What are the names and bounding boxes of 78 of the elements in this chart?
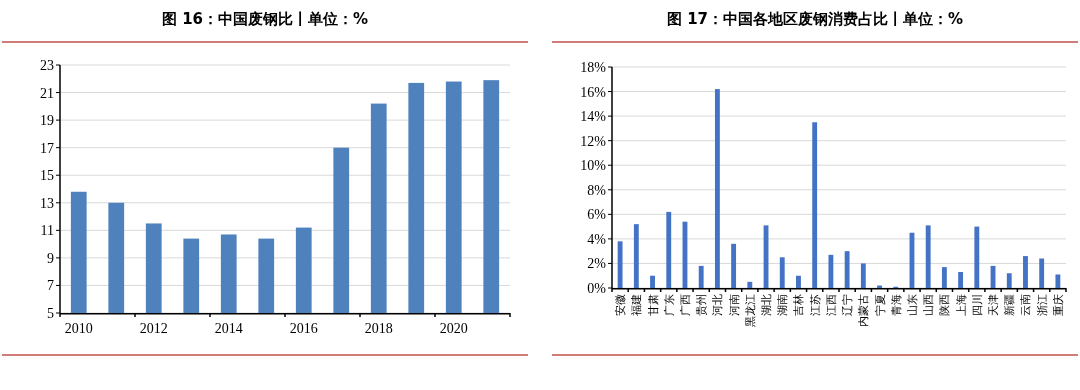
x-tick-label: 四川	[970, 294, 984, 316]
bar	[974, 226, 980, 288]
x-tick-label: 广东	[662, 294, 676, 316]
x-tick-label: 辽宁	[841, 294, 855, 316]
bar	[698, 265, 704, 288]
x-tick-label: 江苏	[808, 294, 822, 316]
bar	[747, 281, 753, 288]
bar	[1055, 274, 1061, 288]
chart-title: 图 16：中国废钢比丨单位：%	[161, 10, 369, 28]
x-tick-label: 福建	[630, 294, 644, 316]
x-tick-label: 甘肃	[646, 294, 660, 316]
y-tick-label: 12%	[580, 133, 607, 149]
y-tick-label: 5	[47, 306, 54, 321]
chart-title: 图 17：中国各地区废钢消费占比丨单位：%	[666, 10, 964, 28]
bar	[1023, 256, 1028, 288]
bar	[666, 211, 672, 288]
y-tick-label: 15	[40, 168, 54, 184]
y-tick-label: 8%	[587, 182, 607, 198]
x-tick-label: 广西	[678, 294, 692, 316]
x-tick-label: 河南	[727, 294, 741, 316]
bar	[714, 89, 720, 288]
x-tick-label: 重庆	[1051, 294, 1065, 316]
y-tick-label: 17	[40, 140, 54, 156]
x-tick-label: 上海	[954, 294, 968, 316]
bar	[779, 257, 785, 288]
bar	[925, 225, 931, 288]
y-tick-label: 11	[40, 223, 54, 239]
y-tick-label: 21	[40, 85, 54, 101]
y-tick-label: 19	[40, 113, 54, 129]
bar	[731, 243, 737, 288]
y-tick-label: 10%	[580, 158, 607, 174]
x-tick-label: 云南	[1019, 294, 1033, 316]
x-tick-label: 2018	[364, 321, 393, 336]
x-tick-label: 2020	[439, 321, 468, 336]
y-tick-label: 6%	[587, 207, 607, 223]
x-tick-label: 湖南	[776, 294, 790, 316]
x-tick-label: 新疆	[1003, 294, 1017, 316]
x-tick-label: 浙江	[1035, 294, 1049, 316]
y-tick-label: 23	[40, 58, 54, 73]
bar	[812, 122, 818, 288]
y-tick-label: 18%	[580, 60, 607, 75]
x-tick-label: 宁夏	[873, 294, 887, 316]
x-tick-label: 河北	[711, 294, 725, 316]
y-tick-label: 0%	[587, 281, 607, 296]
x-tick-label: 黑龙江	[743, 294, 757, 327]
x-tick-label: 江西	[824, 294, 838, 316]
x-tick-label: 山西	[922, 294, 936, 316]
bar	[941, 267, 947, 288]
bar	[828, 254, 834, 288]
x-tick-label: 2010	[64, 321, 93, 336]
bar	[860, 263, 866, 288]
x-tick-label: 安徽	[614, 294, 628, 316]
bar	[1006, 273, 1012, 288]
y-tick-label: 2%	[587, 256, 607, 272]
x-tick-label: 青海	[889, 294, 903, 316]
x-tick-label: 天津	[987, 294, 1001, 316]
x-tick-label: 陕西	[938, 294, 952, 316]
x-tick-label: 吉林	[792, 294, 806, 316]
x-tick-label: 2016	[289, 321, 318, 336]
x-tick-label: 山东	[905, 294, 919, 316]
y-tick-label: 14%	[580, 109, 607, 125]
y-tick-label: 4%	[587, 231, 607, 247]
bar	[617, 241, 623, 288]
x-tick-label: 2014	[214, 321, 243, 336]
y-tick-label: 13	[40, 195, 54, 211]
bar	[844, 251, 850, 288]
x-tick-label: 贵州	[695, 294, 709, 316]
y-tick-label: 9	[47, 250, 54, 266]
bar	[958, 272, 964, 288]
x-tick-label: 2012	[139, 321, 168, 336]
y-tick-label: 7	[47, 278, 54, 294]
x-tick-label: 湖北	[760, 294, 774, 316]
bar	[796, 275, 801, 288]
bar	[1039, 258, 1045, 288]
x-tick-label: 内蒙古	[857, 294, 871, 327]
y-tick-label: 16%	[580, 84, 607, 100]
bar	[650, 275, 655, 288]
bar	[633, 224, 639, 288]
